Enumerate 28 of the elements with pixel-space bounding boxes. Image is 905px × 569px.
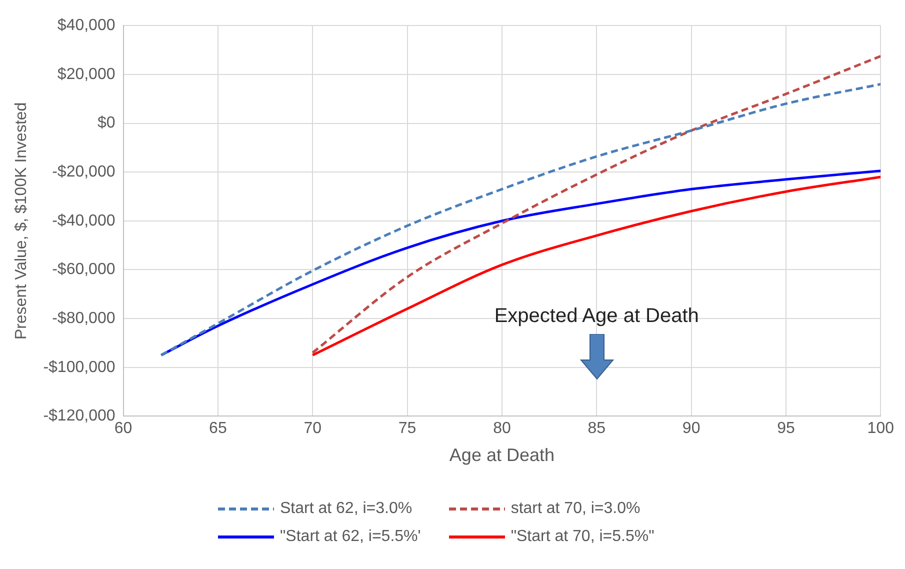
- x-tick-label: 100: [867, 420, 894, 438]
- legend-label: start at 70, i=3.0%: [510, 500, 640, 518]
- line-series: [311, 54, 881, 354]
- y-tick-label: $0: [97, 114, 116, 132]
- x-tick-label: 95: [777, 420, 795, 438]
- y-tick-label: -$100,000: [43, 358, 116, 376]
- y-tick-label: -$20,000: [52, 163, 116, 180]
- x-tick-label: 60: [114, 420, 132, 438]
- x-tick-label: 90: [682, 420, 700, 438]
- x-tick-label: 80: [493, 420, 511, 438]
- annotation: Expected Age at Death: [494, 304, 699, 327]
- line-series: [160, 82, 881, 356]
- legend-label: "Start at 70, i=5.5%": [510, 528, 654, 546]
- y-tick-label: -$80,000: [52, 310, 116, 327]
- legend-label: Start at 62, i=3.0%: [280, 500, 412, 518]
- x-tick-label: 65: [209, 420, 227, 438]
- x-tick-label: 70: [304, 420, 322, 438]
- x-tick-label: 85: [588, 420, 606, 438]
- x-tick-label: 75: [398, 420, 416, 438]
- y-tick-label: -$40,000: [52, 212, 116, 230]
- y-tick-label: $40,000: [57, 17, 116, 34]
- line-series: [311, 176, 881, 356]
- x-axis-title: Age at Death: [449, 445, 554, 466]
- y-tick-label: -$120,000: [43, 408, 116, 425]
- y-tick-label: $20,000: [57, 66, 116, 83]
- y-axis-title: Present Value, $, $100K Invested: [13, 102, 30, 340]
- y-tick-label: -$60,000: [52, 261, 116, 278]
- legend-label: "Start at 62, i=5.5%': [280, 528, 421, 546]
